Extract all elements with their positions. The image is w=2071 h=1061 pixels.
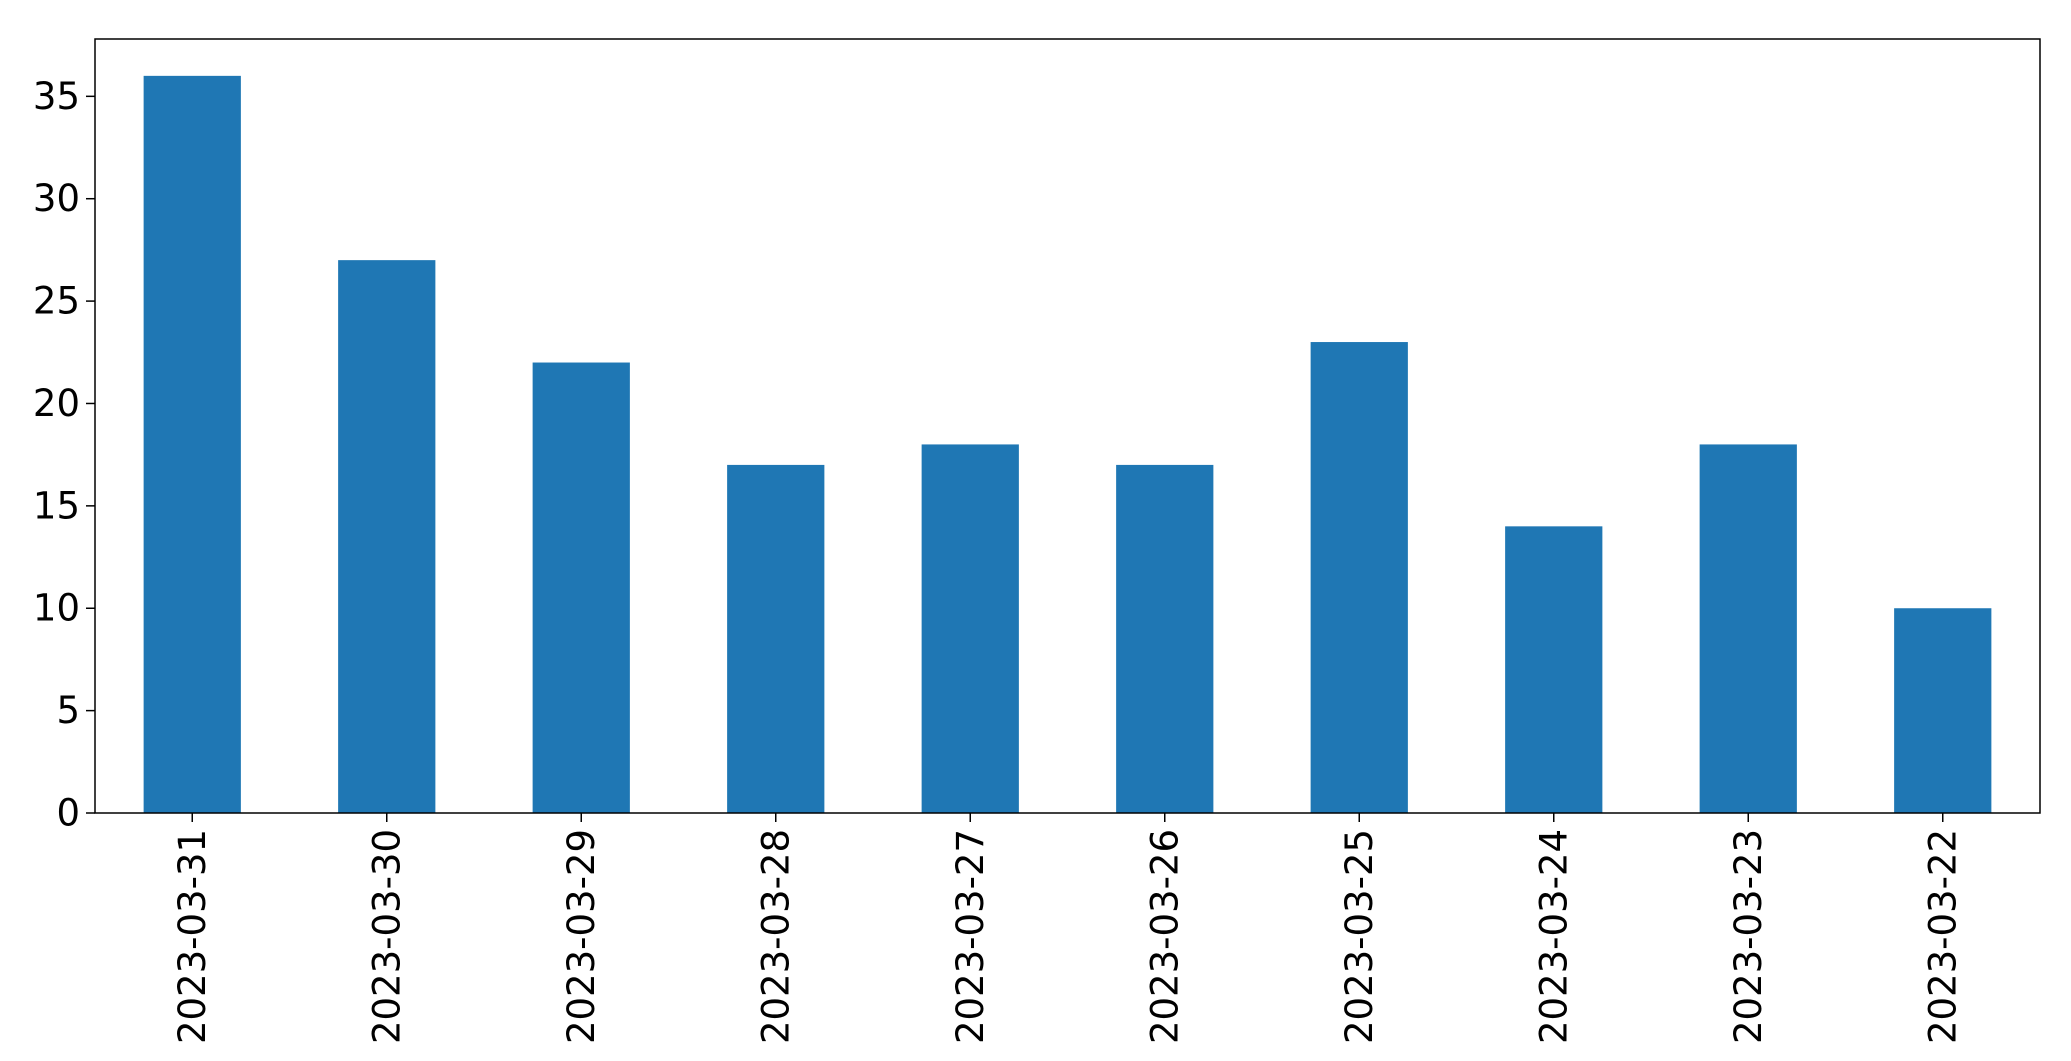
x-axis: 2023-03-31 2023-03-30 2023-03-29 2023-03-28… <box>171 813 1964 1044</box>
bar-2023-03-22 <box>1894 608 1992 813</box>
y-tick-label: 20 <box>33 382 80 425</box>
bar-2023-03-29 <box>532 362 630 813</box>
x-tick-label: 2023-03-29 <box>560 829 603 1044</box>
x-tick-label: 2023-03-24 <box>1532 829 1575 1044</box>
x-tick-label: 2023-03-27 <box>949 829 992 1044</box>
x-tick-label: 2023-03-31 <box>171 829 214 1044</box>
bars <box>143 75 1992 814</box>
bar-2023-03-30 <box>338 260 436 814</box>
y-tick-label: 15 <box>33 484 80 527</box>
bar-2023-03-24 <box>1505 526 1603 813</box>
y-tick-label: 35 <box>33 75 80 118</box>
x-tick-label: 2023-03-23 <box>1727 829 1770 1044</box>
y-tick-label: 5 <box>56 689 80 732</box>
bar-2023-03-23 <box>1699 444 1797 813</box>
y-axis: 0 5 10 15 20 25 30 35 <box>33 75 95 835</box>
bar-2023-03-26 <box>1116 464 1214 813</box>
bar-2023-03-27 <box>921 444 1019 813</box>
x-tick-label: 2023-03-28 <box>754 829 797 1044</box>
y-tick-label: 30 <box>33 177 80 220</box>
x-tick-label: 2023-03-30 <box>365 829 408 1044</box>
x-tick-label: 2023-03-26 <box>1143 829 1186 1044</box>
y-tick-label: 0 <box>56 792 80 835</box>
x-tick-label: 2023-03-22 <box>1921 829 1964 1044</box>
plot-frame <box>94 38 2041 814</box>
bar-2023-03-28 <box>727 464 825 813</box>
bar-2023-03-25 <box>1310 342 1408 813</box>
bar-2023-03-31 <box>143 75 241 814</box>
y-tick-label: 25 <box>33 280 80 323</box>
y-tick-label: 10 <box>33 587 80 630</box>
x-tick-label: 2023-03-25 <box>1338 829 1381 1044</box>
